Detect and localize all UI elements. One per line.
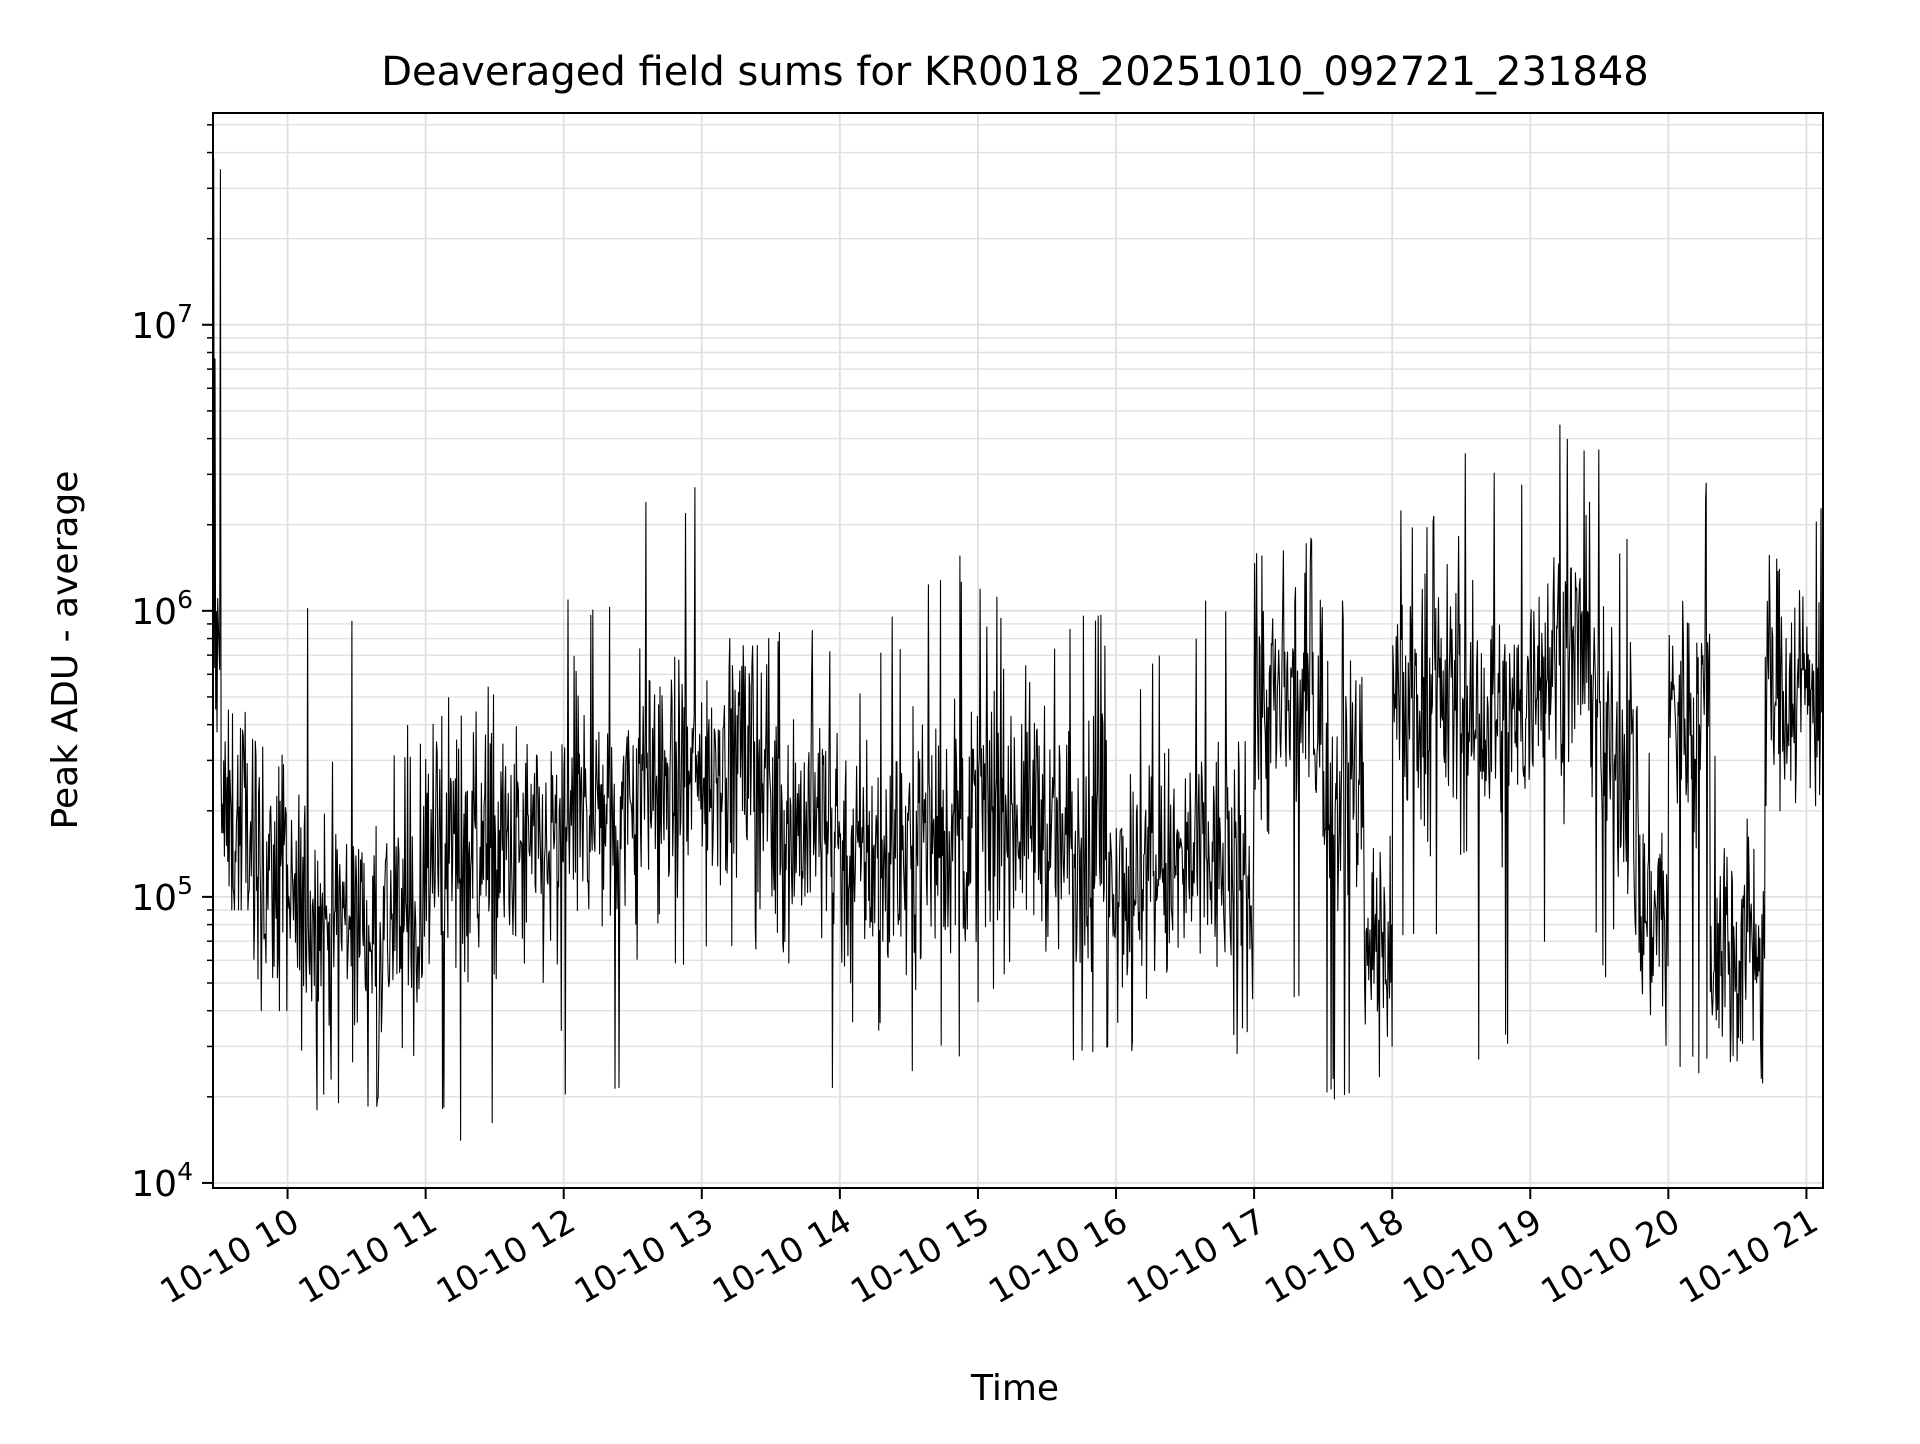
- series-layer: [212, 158, 1824, 1141]
- series-line: [212, 158, 1824, 1141]
- y-tick-label: 104: [131, 1157, 193, 1205]
- y-tick-label: 107: [131, 299, 193, 347]
- y-axis-label: Peak ADU - average: [45, 471, 86, 830]
- plot-frame: [212, 112, 1824, 1189]
- x-axis-label: Time: [970, 1368, 1059, 1409]
- chart-title: Deaveraged field sums for KR0018_2025101…: [381, 49, 1649, 95]
- y-tick-label: 105: [131, 871, 193, 919]
- y-tick-label: 106: [131, 585, 193, 633]
- y-axis-ticks: 104 105 106 107: [131, 124, 213, 1205]
